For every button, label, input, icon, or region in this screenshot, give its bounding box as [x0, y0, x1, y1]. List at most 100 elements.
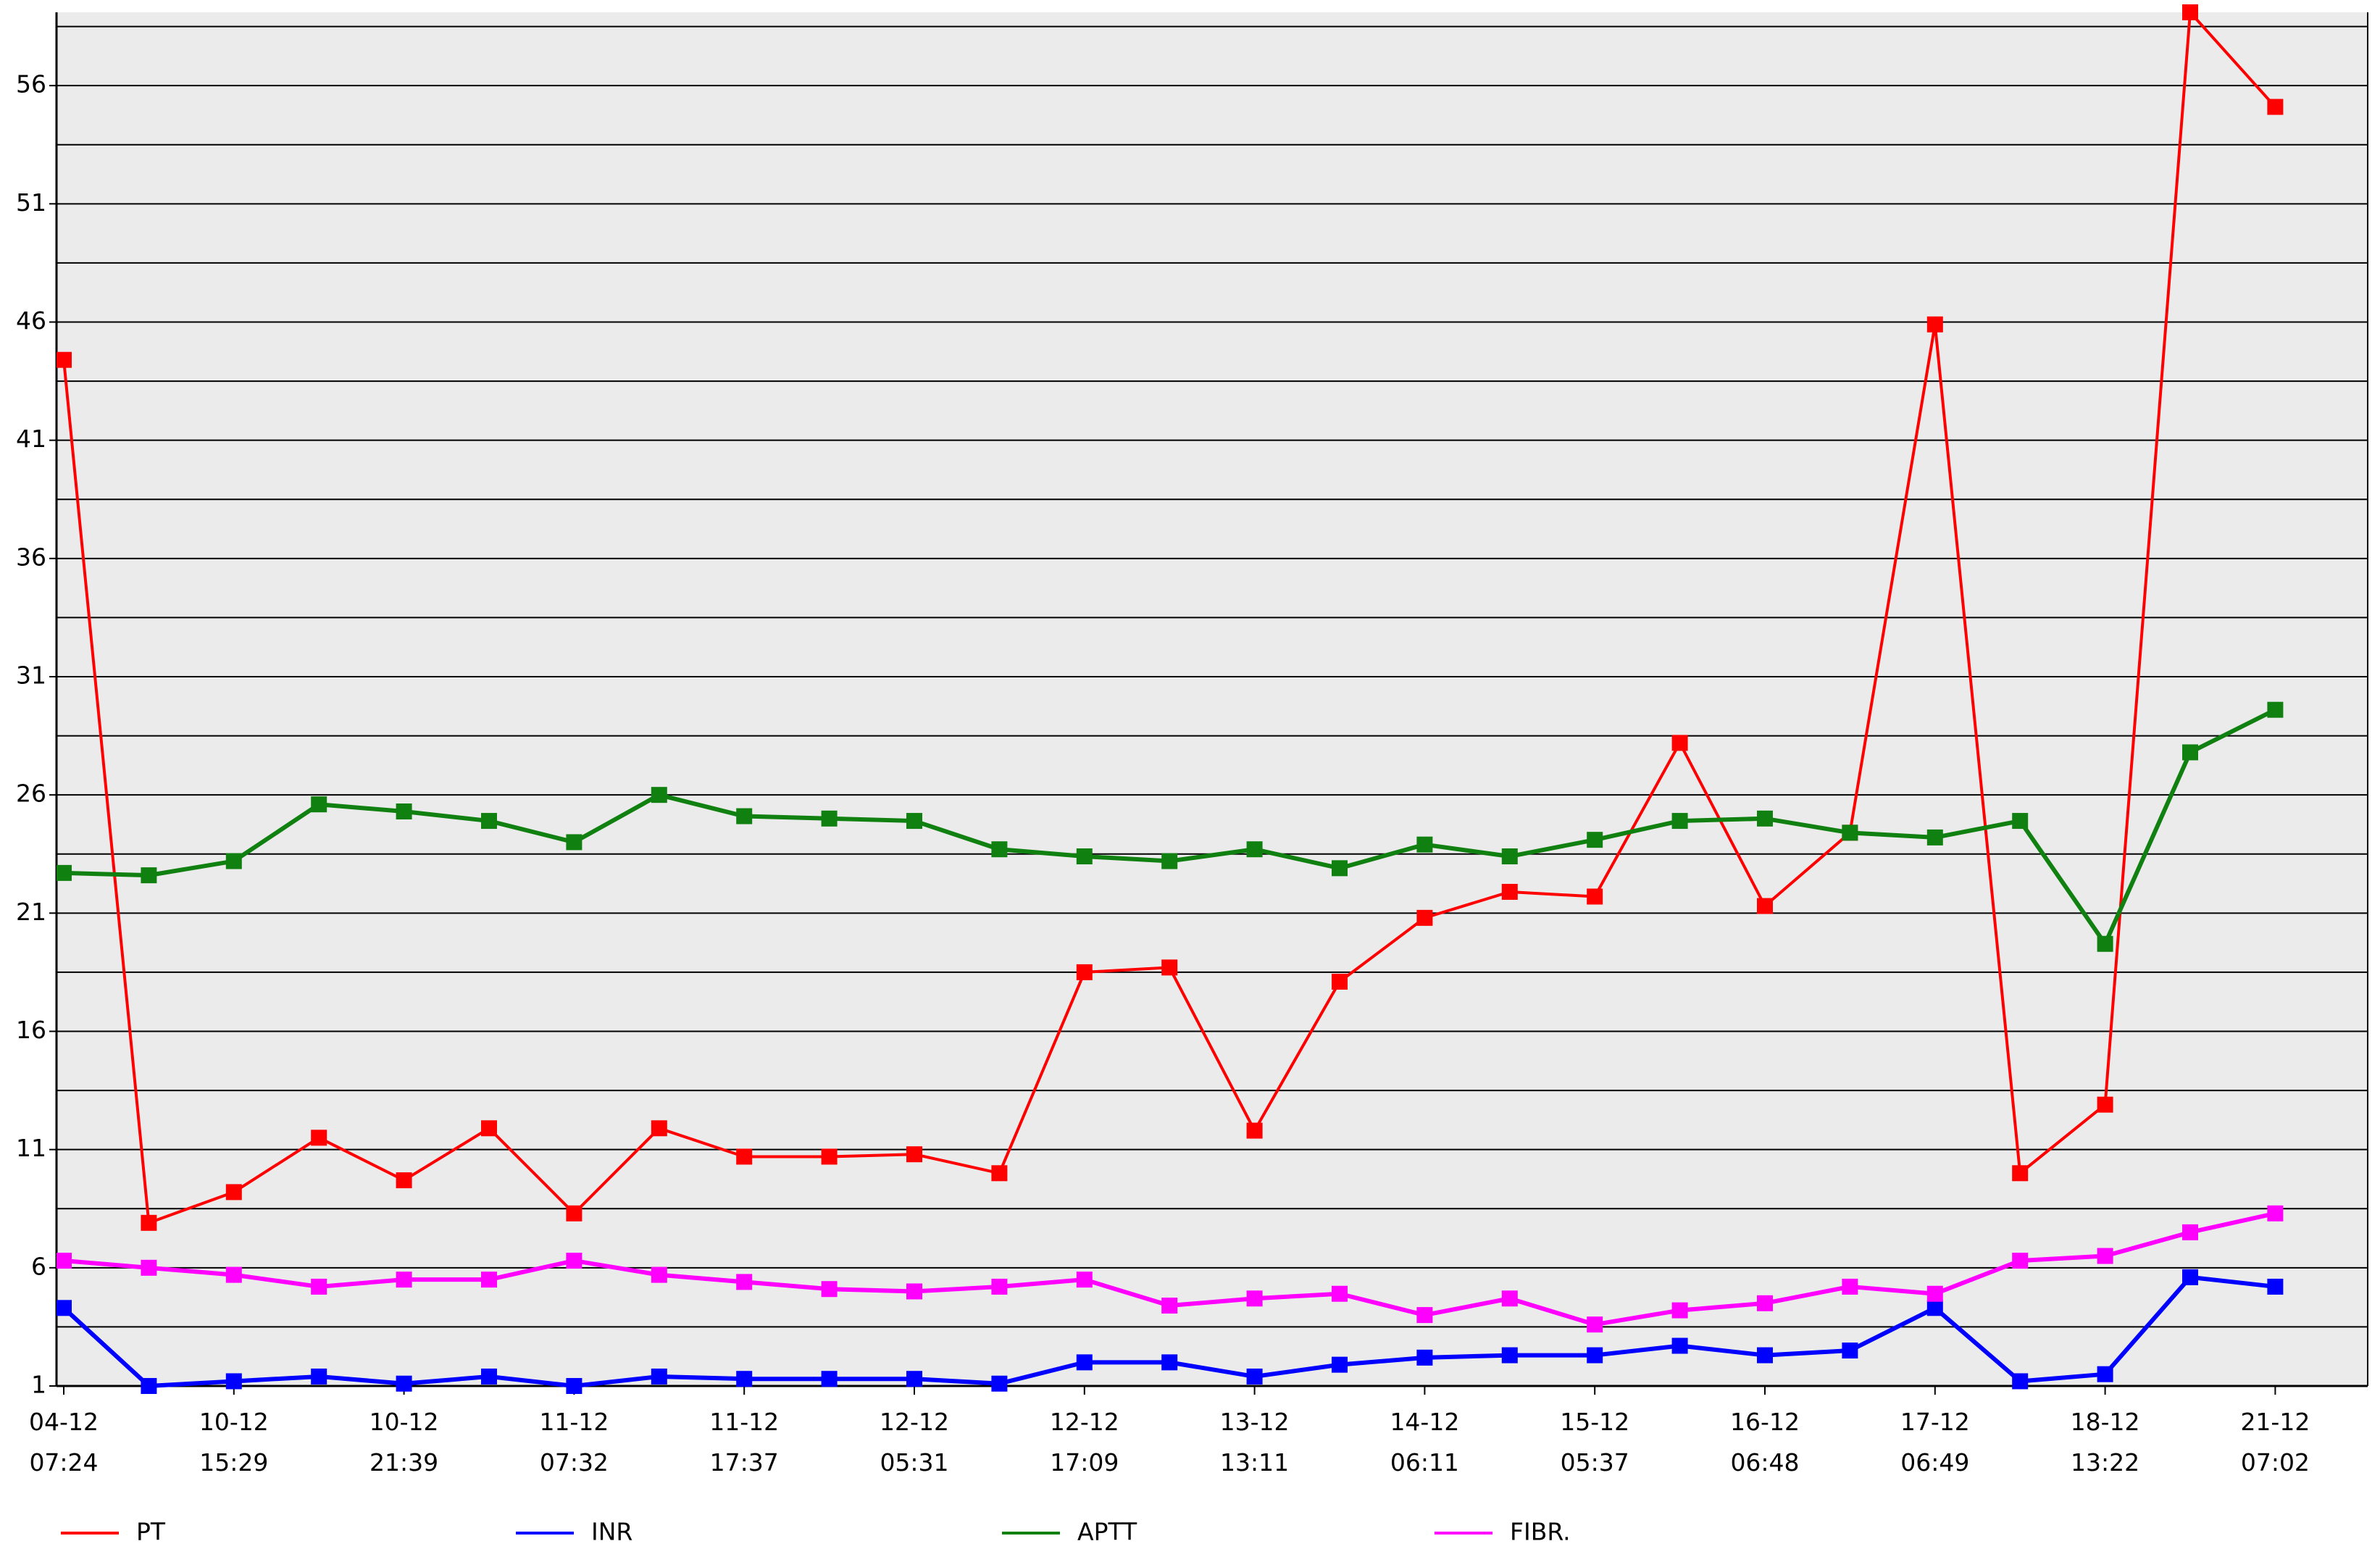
x-tick-label: 18-12 13:22	[2070, 1408, 2140, 1477]
data-point	[1842, 824, 1858, 841]
data-point	[2182, 1269, 2198, 1285]
data-point	[225, 1184, 242, 1201]
data-point	[396, 1172, 412, 1189]
data-point	[481, 1368, 497, 1385]
data-point	[991, 1165, 1008, 1182]
y-tick-label: 6	[31, 1252, 46, 1280]
data-point	[141, 1378, 157, 1394]
data-point	[1076, 848, 1093, 865]
data-point	[566, 1378, 583, 1394]
data-point	[1926, 316, 1943, 333]
y-tick-label: 56	[16, 70, 46, 99]
data-point	[736, 1148, 753, 1165]
data-point	[1416, 1307, 1433, 1324]
data-point	[225, 853, 242, 869]
data-point	[311, 1278, 327, 1295]
data-point	[2012, 1253, 2029, 1269]
data-point	[396, 1272, 412, 1288]
y-tick-label: 26	[16, 780, 46, 808]
legend-label: PT	[136, 1518, 166, 1546]
data-point	[991, 1278, 1008, 1295]
data-point	[991, 841, 1008, 858]
data-point	[1671, 1337, 1688, 1354]
data-point	[1416, 836, 1433, 853]
data-point	[566, 1253, 583, 1269]
data-point	[736, 808, 753, 824]
data-point	[651, 1266, 667, 1283]
data-point	[57, 864, 72, 881]
y-tick-label: 16	[16, 1016, 46, 1044]
data-point	[2182, 1224, 2198, 1240]
data-point	[1416, 1349, 1433, 1366]
data-point	[1757, 1295, 1773, 1311]
data-point	[2012, 1373, 2029, 1390]
data-point	[396, 803, 412, 820]
data-point	[1332, 1285, 1348, 1302]
data-point	[2267, 1205, 2284, 1222]
data-point	[141, 1259, 157, 1276]
data-point	[651, 1120, 667, 1137]
data-point	[481, 813, 497, 830]
data-point	[906, 1146, 922, 1163]
data-point	[481, 1120, 497, 1137]
data-point	[1161, 1298, 1178, 1314]
data-point	[1842, 1343, 1858, 1359]
data-point	[2012, 813, 2029, 830]
data-point	[821, 810, 838, 827]
y-tick-label: 31	[16, 661, 46, 689]
data-point	[1076, 1272, 1093, 1288]
x-tick-label: 21-12 07:02	[2240, 1408, 2310, 1477]
x-tick-label: 14-12 06:11	[1390, 1408, 1460, 1477]
data-point	[566, 1205, 583, 1222]
x-tick-label: 17-12 06:49	[1900, 1408, 1970, 1477]
data-point	[2267, 1278, 2284, 1295]
y-tick-label: 21	[16, 898, 46, 926]
data-point	[821, 1148, 838, 1165]
data-point	[1587, 832, 1603, 848]
data-point	[1757, 898, 1773, 914]
x-tick-label: 15-12 05:37	[1560, 1408, 1630, 1477]
data-point	[1076, 1354, 1093, 1371]
data-point	[1926, 1300, 1943, 1316]
y-tick-label: 36	[16, 543, 46, 571]
x-tick-label: 12-12 05:31	[880, 1408, 949, 1477]
data-point	[1416, 909, 1433, 926]
data-point	[2097, 935, 2113, 952]
x-tick-label: 04-12 07:24	[29, 1408, 99, 1477]
data-point	[311, 1130, 327, 1146]
data-point	[2182, 744, 2198, 761]
data-point	[906, 1371, 922, 1387]
legend-label: INR	[591, 1518, 632, 1546]
data-point	[481, 1272, 497, 1288]
data-point	[1757, 1347, 1773, 1364]
data-point	[225, 1266, 242, 1283]
data-point	[821, 1281, 838, 1298]
legend-label: APTT	[1077, 1518, 1137, 1546]
y-tick-label: 1	[31, 1371, 46, 1399]
data-point	[57, 351, 72, 368]
data-point	[1076, 964, 1093, 980]
x-tick-label: 10-12 15:29	[199, 1408, 269, 1477]
data-point	[1926, 829, 1943, 846]
data-point	[1246, 1290, 1263, 1307]
data-point	[1246, 1122, 1263, 1139]
y-tick-label: 46	[16, 306, 46, 335]
data-point	[1332, 973, 1348, 990]
x-tick-label: 13-12 13:11	[1219, 1408, 1290, 1477]
data-point	[1757, 810, 1773, 827]
data-point	[1501, 1347, 1518, 1364]
data-point	[2012, 1165, 2029, 1182]
data-point	[1332, 1356, 1348, 1373]
x-tick-label: 12-12 17:09	[1049, 1408, 1119, 1477]
data-point	[906, 1283, 922, 1300]
data-point	[1332, 860, 1348, 877]
data-point	[906, 813, 922, 830]
data-point	[1926, 1285, 1943, 1302]
data-point	[2182, 4, 2198, 20]
data-point	[1501, 848, 1518, 865]
data-point	[736, 1371, 753, 1387]
data-point	[141, 1214, 157, 1231]
data-point	[2097, 1248, 2113, 1264]
